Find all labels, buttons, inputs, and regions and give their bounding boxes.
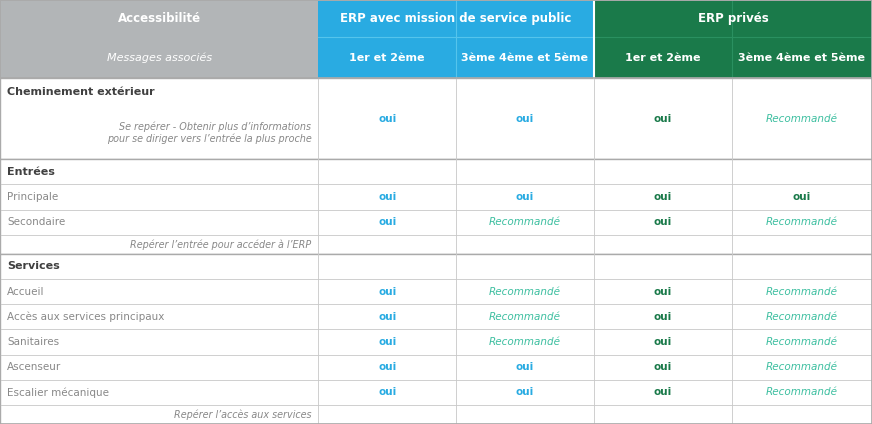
Text: oui: oui xyxy=(378,192,396,202)
Text: oui: oui xyxy=(516,388,534,397)
Text: 1er et 2ème: 1er et 2ème xyxy=(625,53,700,63)
Text: oui: oui xyxy=(378,114,396,124)
Text: oui: oui xyxy=(516,114,534,124)
Bar xyxy=(0,0,318,78)
Text: oui: oui xyxy=(378,217,396,227)
Text: oui: oui xyxy=(378,287,396,296)
Text: 1er et 2ème: 1er et 2ème xyxy=(350,53,425,63)
Text: oui: oui xyxy=(654,114,671,124)
Text: Repérer l’entrée pour accéder à l’ERP: Repérer l’entrée pour accéder à l’ERP xyxy=(130,239,311,250)
Text: oui: oui xyxy=(793,192,811,202)
Text: Recommandé: Recommandé xyxy=(766,388,838,397)
Text: oui: oui xyxy=(654,388,671,397)
Text: 3ème 4ème et 5ème: 3ème 4ème et 5ème xyxy=(461,53,589,63)
Text: Messages associés: Messages associés xyxy=(106,53,212,63)
Bar xyxy=(0,78,872,159)
Text: oui: oui xyxy=(654,192,671,202)
Text: Accessibilité: Accessibilité xyxy=(118,12,201,25)
Text: Recommandé: Recommandé xyxy=(766,114,838,124)
Text: Recommandé: Recommandé xyxy=(489,312,561,322)
Text: Recommandé: Recommandé xyxy=(766,362,838,372)
Bar xyxy=(594,0,872,78)
Bar xyxy=(0,159,872,254)
Text: Recommandé: Recommandé xyxy=(489,337,561,347)
Text: oui: oui xyxy=(516,192,534,202)
Text: oui: oui xyxy=(378,312,396,322)
Text: oui: oui xyxy=(654,337,671,347)
Text: Escalier mécanique: Escalier mécanique xyxy=(7,387,109,398)
Text: Se repérer - Obtenir plus d’informations
pour se diriger vers l’entrée la plus p: Se repérer - Obtenir plus d’informations… xyxy=(106,121,311,144)
Text: oui: oui xyxy=(378,337,396,347)
Text: oui: oui xyxy=(654,362,671,372)
Text: Accès aux services principaux: Accès aux services principaux xyxy=(7,312,164,322)
Text: Recommandé: Recommandé xyxy=(766,217,838,227)
Text: oui: oui xyxy=(516,362,534,372)
Bar xyxy=(0,254,872,424)
Text: Recommandé: Recommandé xyxy=(766,287,838,296)
Text: Entrées: Entrées xyxy=(7,167,55,177)
Text: oui: oui xyxy=(654,217,671,227)
Text: Cheminement extérieur: Cheminement extérieur xyxy=(7,87,154,97)
Text: Secondaire: Secondaire xyxy=(7,217,65,227)
Text: oui: oui xyxy=(378,388,396,397)
Text: Recommandé: Recommandé xyxy=(489,217,561,227)
Text: Sanitaires: Sanitaires xyxy=(7,337,59,347)
Text: Recommandé: Recommandé xyxy=(766,312,838,322)
Text: Services: Services xyxy=(7,261,59,271)
Bar xyxy=(0,0,872,78)
Text: Accueil: Accueil xyxy=(7,287,44,296)
Text: ERP avec mission de service public: ERP avec mission de service public xyxy=(340,12,572,25)
Bar xyxy=(318,0,594,78)
Text: oui: oui xyxy=(654,312,671,322)
Text: oui: oui xyxy=(378,362,396,372)
Text: Principale: Principale xyxy=(7,192,58,202)
Text: ERP privés: ERP privés xyxy=(698,12,768,25)
Text: Recommandé: Recommandé xyxy=(489,287,561,296)
Text: oui: oui xyxy=(654,287,671,296)
Text: Ascenseur: Ascenseur xyxy=(7,362,61,372)
Text: Recommandé: Recommandé xyxy=(766,337,838,347)
Text: 3ème 4ème et 5ème: 3ème 4ème et 5ème xyxy=(739,53,865,63)
Text: Repérer l’accès aux services: Repérer l’accès aux services xyxy=(174,409,311,420)
